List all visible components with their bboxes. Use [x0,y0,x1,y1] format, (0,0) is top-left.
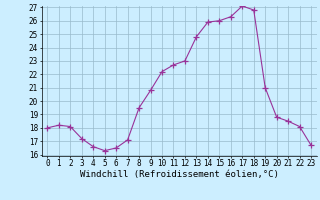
X-axis label: Windchill (Refroidissement éolien,°C): Windchill (Refroidissement éolien,°C) [80,170,279,179]
